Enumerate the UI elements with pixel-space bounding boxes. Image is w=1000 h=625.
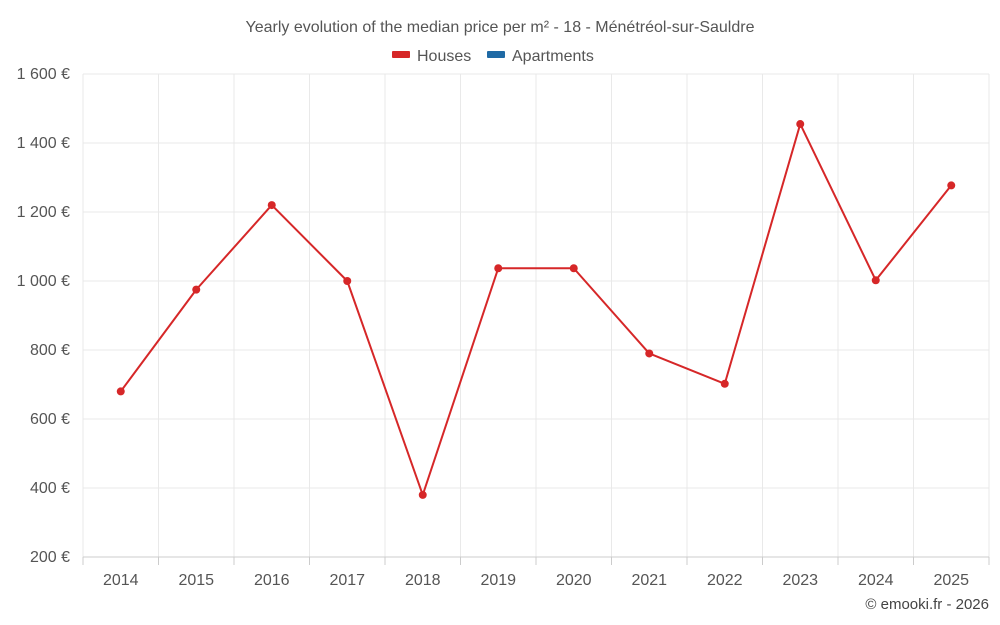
x-tick-label: 2023	[782, 572, 818, 589]
data-point-houses[interactable]	[418, 490, 427, 499]
data-point-houses[interactable]	[116, 387, 125, 396]
data-point-houses[interactable]	[796, 120, 805, 129]
x-tick-label: 2024	[858, 572, 894, 589]
x-tick-label: 2016	[254, 572, 290, 589]
y-tick-label: 1 400 €	[17, 135, 70, 152]
y-tick-label: 600 €	[30, 411, 70, 428]
data-point-houses[interactable]	[947, 181, 956, 190]
y-tick-label: 1 600 €	[17, 66, 70, 83]
x-tick-label: 2020	[556, 572, 592, 589]
x-tick-label: 2015	[178, 572, 214, 589]
legend: Houses Apartments	[392, 48, 594, 65]
y-tick-label: 400 €	[30, 480, 70, 497]
series-houses	[116, 120, 956, 499]
legend-item-apartments[interactable]: Apartments	[487, 48, 594, 65]
data-point-houses[interactable]	[494, 264, 503, 273]
y-tick-label: 1 000 €	[17, 273, 70, 290]
y-axis: 200 € 400 € 600 € 800 € 1 000 € 1 200 € 1 400 …	[17, 66, 70, 566]
x-axis: 2014 2015 2016 2017 2018 2019 2020 2021 2022 2023…	[82, 556, 990, 589]
data-point-houses[interactable]	[720, 379, 729, 388]
legend-label-houses: Houses	[417, 48, 471, 65]
legend-label-apartments: Apartments	[512, 48, 594, 65]
x-tick-label: 2022	[707, 572, 743, 589]
y-tick-label: 800 €	[30, 342, 70, 359]
data-point-houses[interactable]	[645, 349, 654, 358]
grid	[82, 73, 990, 557]
y-tick-label: 1 200 €	[17, 204, 70, 221]
data-point-houses[interactable]	[192, 285, 201, 294]
data-point-houses[interactable]	[871, 276, 880, 285]
x-tick-label: 2019	[480, 572, 516, 589]
x-tick-label: 2014	[103, 572, 139, 589]
series-line-houses	[119, 123, 953, 496]
data-point-houses[interactable]	[569, 264, 578, 273]
chart-title: Yearly evolution of the median price per…	[246, 19, 755, 36]
data-point-houses[interactable]	[267, 201, 276, 210]
y-tick-label: 200 €	[30, 549, 70, 566]
x-tick-label: 2017	[329, 572, 365, 589]
data-point-houses[interactable]	[343, 277, 352, 285]
x-tick-label: 2018	[405, 572, 441, 589]
legend-item-houses[interactable]: Houses	[392, 48, 471, 65]
x-tick-label: 2021	[631, 572, 667, 589]
x-tick-label: 2025	[933, 572, 969, 589]
legend-swatch-houses	[392, 51, 410, 58]
legend-swatch-apartments	[487, 51, 505, 58]
credit-text: © emooki.fr - 2026	[865, 596, 989, 613]
